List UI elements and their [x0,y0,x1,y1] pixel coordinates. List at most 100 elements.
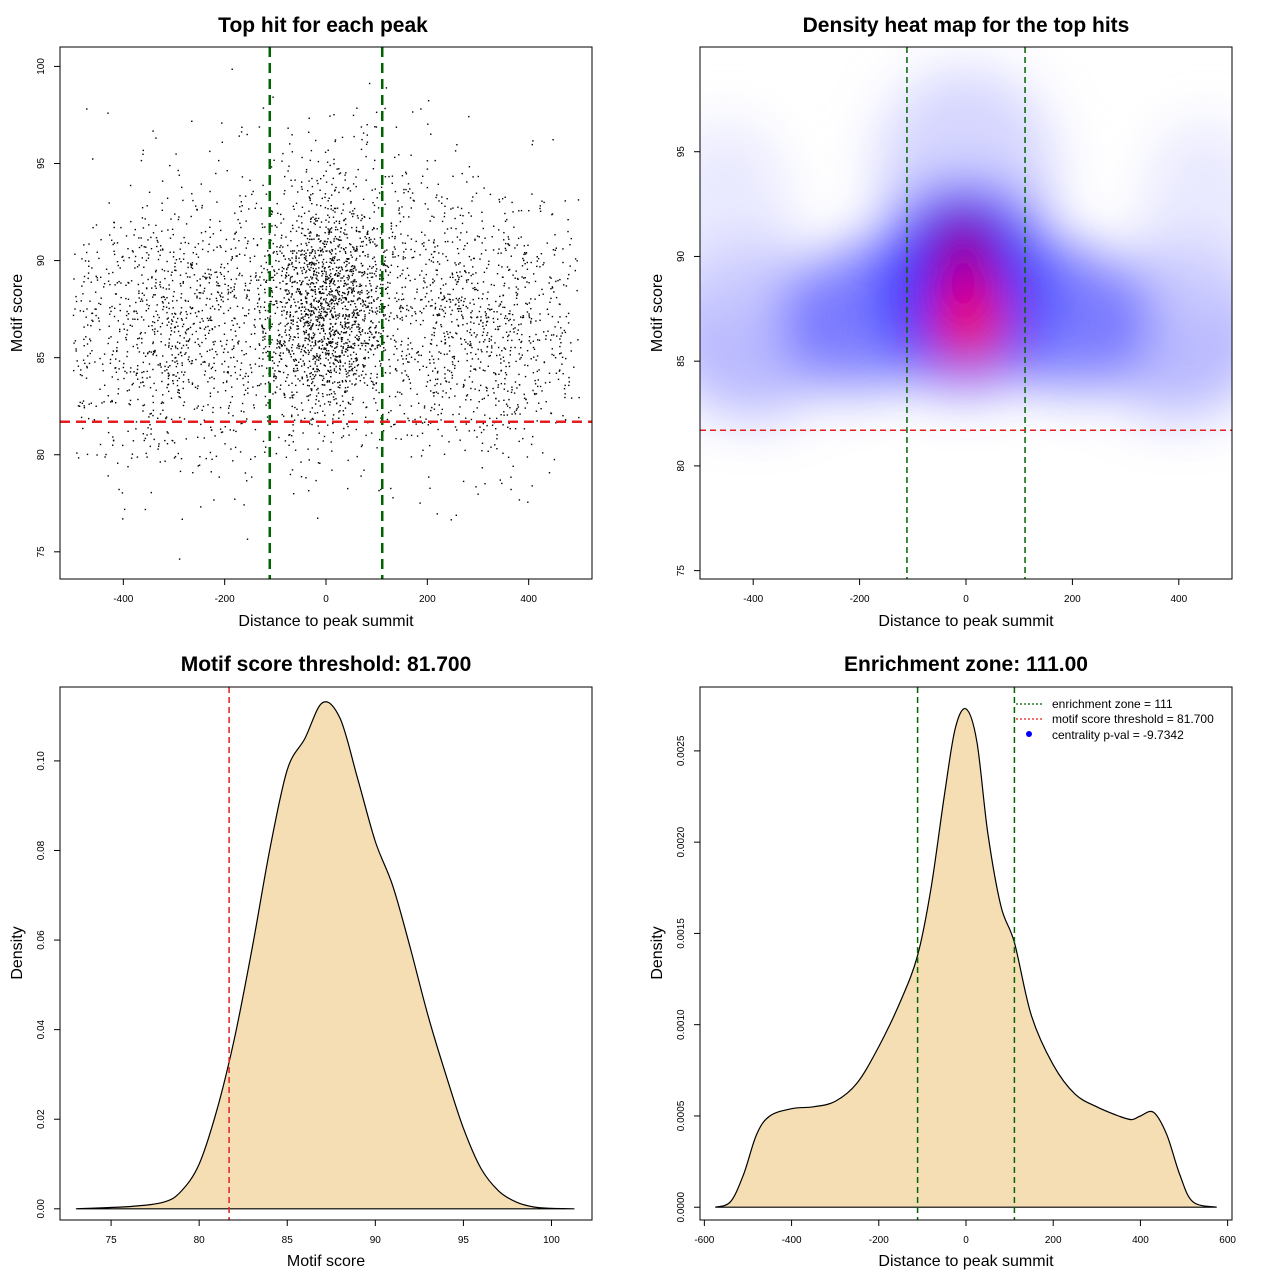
scatter-point [265,193,268,195]
scatter-point [295,384,297,387]
distance-density-y-tick-label: 0.0000 [676,1191,687,1222]
scatter-point [375,126,378,128]
scatter-point [449,293,451,296]
scatter-point [567,219,569,221]
scatter-point [462,386,464,388]
scatter-point [331,307,333,309]
scatter-point [187,262,189,264]
scatter-point [532,389,534,392]
scatter-point [227,366,230,368]
scatter-point [273,380,275,382]
scatter-point [570,342,572,344]
scatter-point [351,369,353,372]
scatter-point [424,296,427,298]
scatter-point [328,341,330,343]
scatter-point [339,369,342,371]
scatter-point [306,294,308,296]
scatter-point [306,376,308,378]
scatter-point [455,228,457,230]
scatter-point [479,258,481,260]
scatter-point [323,435,326,438]
scatter-point [335,330,337,332]
scatter-point [301,376,303,378]
scatter-point [286,311,288,313]
scatter-point [341,269,344,271]
scatter-point [339,270,341,272]
scatter-point [215,455,218,457]
scatter-point [388,315,391,318]
scatter-point [220,431,223,434]
scatter-point [243,393,246,396]
scatter-point [300,186,303,188]
scatter-point [500,358,502,360]
scatter-point [452,363,454,366]
scatter-point [462,480,465,483]
scatter-point [535,359,537,361]
scatter-point [203,287,206,290]
scatter-point [510,255,512,257]
scatter-point [328,274,331,276]
scatter-point [241,402,244,405]
scatter-point [514,413,517,415]
scatter-point [168,344,170,347]
scatter-point [333,331,336,334]
scatter-point [320,296,322,299]
scatter-point [95,314,97,317]
scatter-point [487,263,490,266]
scatter-point [291,382,293,384]
scatter-point [310,389,313,392]
scatter-point [526,311,529,313]
scatter-point [539,207,541,210]
scatter-point [320,348,323,350]
scatter-point [445,392,447,394]
scatter-point [335,342,337,345]
scatter-point [260,383,262,385]
scatter-point [137,365,139,367]
scatter-reference-lines [60,47,592,579]
scatter-point [344,229,346,231]
scatter-point [537,257,540,260]
scatter-point [80,300,82,302]
scatter-point [441,396,444,398]
panel-scatter: Top hit for each peak -400 -200 0 200 400 75… [9,14,593,630]
scatter-point [351,368,353,371]
scatter-point [260,238,262,240]
scatter-point [384,314,386,316]
scatter-point [570,397,573,399]
scatter-point [260,265,262,267]
scatter-point [227,298,229,301]
scatter-point [126,372,128,374]
scatter-point [300,351,302,353]
scatter-point [486,298,488,300]
scatter-point [196,295,198,297]
scatter-point [291,350,293,352]
scatter-point [348,370,350,372]
scatter-point [524,286,526,288]
scatter-point [183,337,185,339]
scatter-point [338,173,341,175]
scatter-point [271,296,273,298]
scatter-point [470,344,472,347]
scatter-point [356,299,359,301]
scatter-point [314,290,316,293]
scatter-point [90,402,92,404]
scatter-point [143,371,145,373]
scatter-point [473,332,475,334]
scatter-point [142,404,144,407]
scatter-point [339,359,341,361]
scatter-point [345,299,347,301]
scatter-point [315,213,317,216]
scatter-point [149,445,151,448]
scatter-point [273,270,276,273]
scatter-point [204,272,206,275]
scatter-point [296,220,298,222]
scatter-point [546,308,549,310]
scatter-point [271,360,274,362]
scatter-point [103,401,105,403]
scatter-point [475,369,477,371]
scatter-point [351,290,353,293]
scatter-point [346,423,348,425]
scatter-point [366,124,368,126]
scatter-point [142,361,144,364]
scatter-point [313,238,315,240]
